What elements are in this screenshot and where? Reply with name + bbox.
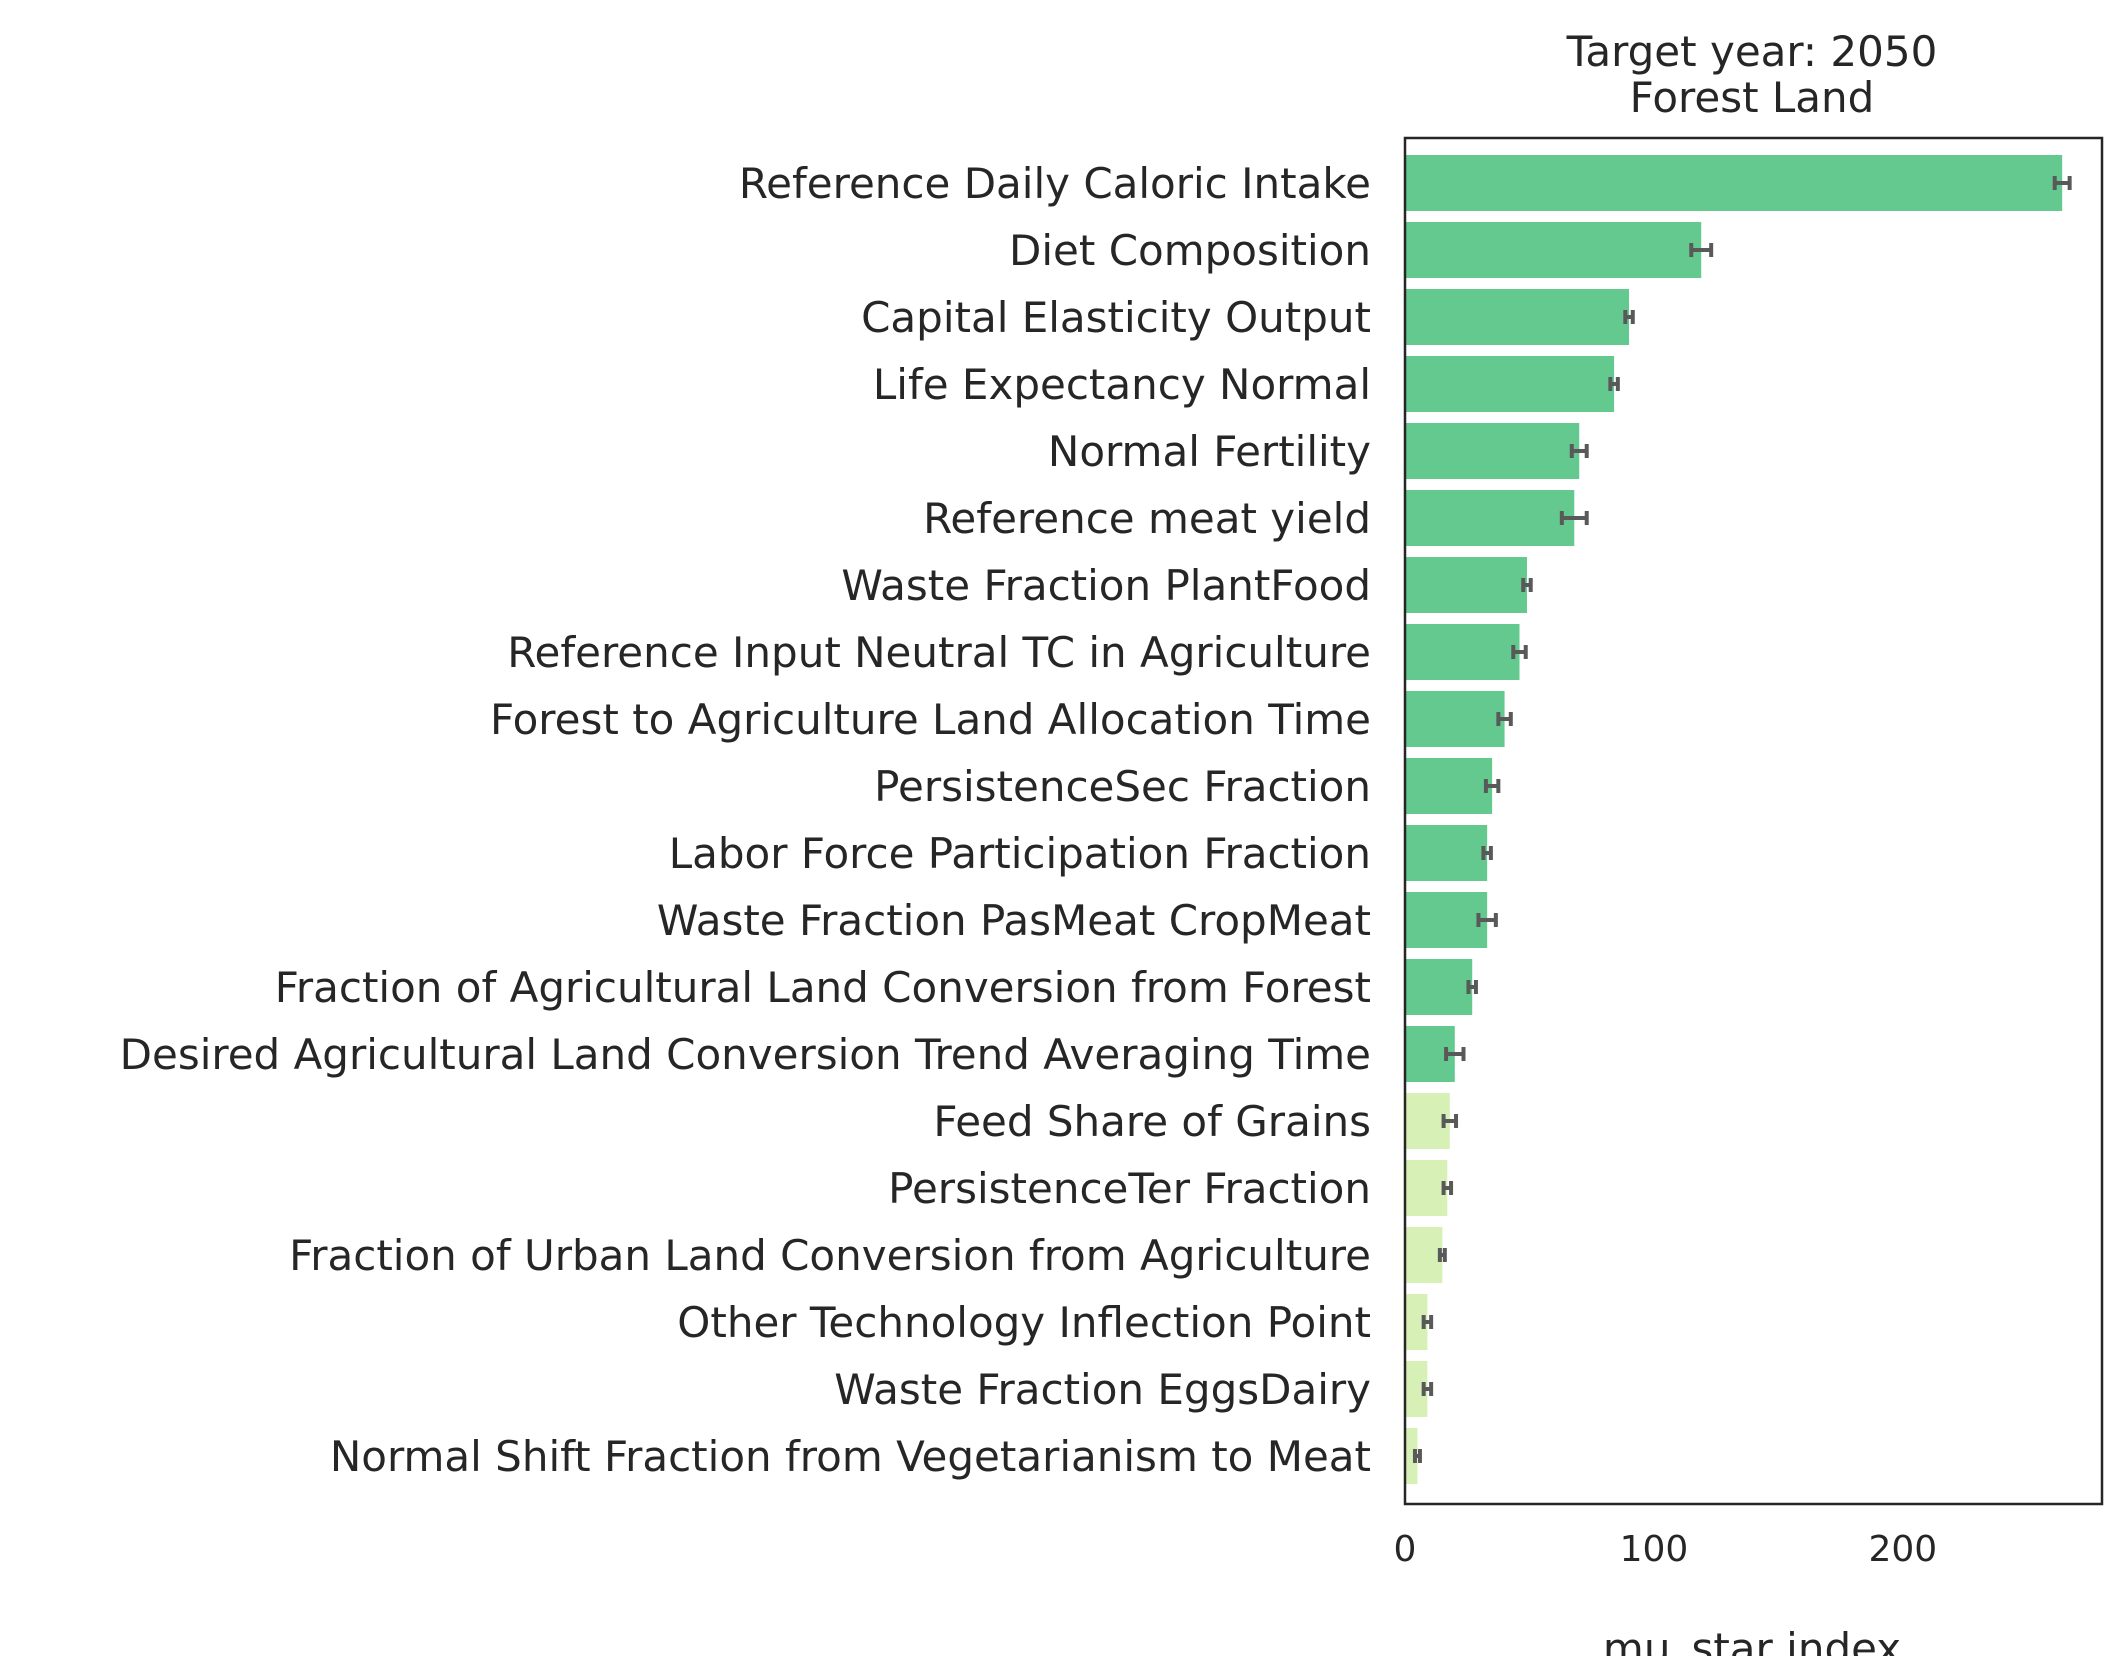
category-label: Forest to Agriculture Land Allocation Ti… — [490, 695, 1371, 744]
error-bar — [1421, 1315, 1434, 1329]
bar — [1405, 892, 1488, 948]
error-bar — [1476, 913, 1498, 927]
error-bar — [1521, 578, 1533, 592]
category-label: Other Technology Inflection Point — [677, 1298, 1371, 1347]
error-bar — [1444, 1047, 1466, 1061]
category-label: Reference Input Neutral TC in Agricultur… — [507, 628, 1371, 677]
category-label: Feed Share of Grains — [933, 1097, 1371, 1146]
category-label: Waste Fraction PasMeat CropMeat — [657, 896, 1371, 945]
bars-group — [1405, 155, 2063, 1484]
category-label: Labor Force Participation Fraction — [669, 829, 1371, 878]
bar — [1405, 1160, 1448, 1216]
category-label: Waste Fraction PlantFood — [841, 561, 1371, 610]
bar — [1405, 222, 1702, 278]
error-bar — [1623, 310, 1635, 324]
bar — [1405, 1294, 1428, 1350]
bar — [1405, 1428, 1418, 1484]
plot-frame — [1403, 136, 2104, 1506]
x-tick-label: 0 — [1394, 1529, 1417, 1570]
error-bar — [1496, 712, 1513, 726]
chart-subtitle: Forest Land — [1630, 73, 1875, 122]
category-label: Reference Daily Caloric Intake — [739, 159, 1371, 208]
category-label: Fraction of Agricultural Land Conversion… — [275, 963, 1371, 1012]
error-bar — [1559, 511, 1589, 525]
category-label: Capital Elasticity Output — [861, 293, 1371, 342]
error-bar — [1441, 1181, 1454, 1195]
bar — [1405, 155, 2063, 211]
x-axis-title: mu_star index — [1603, 1624, 1901, 1656]
error-bar — [1483, 779, 1501, 793]
category-label: PersistenceTer Fraction — [888, 1164, 1371, 1213]
category-labels-group: Reference Daily Caloric Intake Diet Compo… — [120, 159, 1371, 1481]
error-bar — [1437, 1248, 1447, 1262]
error-bar — [1412, 1449, 1422, 1463]
bar — [1405, 691, 1505, 747]
error-bar — [1569, 444, 1589, 458]
category-label: PersistenceSec Fraction — [874, 762, 1371, 811]
error-bar — [1481, 846, 1493, 860]
error-bar — [1608, 377, 1620, 391]
bar — [1405, 825, 1488, 881]
bar — [1405, 959, 1473, 1015]
bar — [1405, 1227, 1443, 1283]
x-tick-label: 200 — [1868, 1529, 1937, 1570]
error-bar — [1511, 645, 1528, 659]
category-label: Fraction of Urban Land Conversion from A… — [289, 1231, 1371, 1280]
error-bar — [1466, 980, 1478, 994]
category-label: Normal Shift Fraction from Vegetarianism… — [330, 1432, 1371, 1481]
bar — [1405, 490, 1575, 546]
x-tick-label: 100 — [1620, 1529, 1689, 1570]
category-label: Life Expectancy Normal — [873, 360, 1371, 409]
bar — [1405, 356, 1615, 412]
chart-title: Target year: 2050 — [1566, 27, 1938, 76]
category-label: Desired Agricultural Land Conversion Tre… — [120, 1030, 1371, 1079]
category-label: Waste Fraction EggsDairy — [834, 1365, 1371, 1414]
bar — [1405, 289, 1630, 345]
bar — [1405, 557, 1527, 613]
bar — [1405, 1361, 1428, 1417]
bar — [1405, 758, 1493, 814]
category-label: Diet Composition — [1009, 226, 1371, 275]
error-bar — [1689, 243, 1714, 257]
error-bar — [1441, 1114, 1459, 1128]
error-bars-group — [1412, 176, 2072, 1463]
bar — [1405, 423, 1580, 479]
error-bar — [2052, 176, 2072, 190]
x-ticks-group: 0 100 200 — [1394, 1529, 1938, 1570]
category-label: Normal Fertility — [1048, 427, 1371, 476]
error-bar — [1421, 1382, 1434, 1396]
category-label: Reference meat yield — [923, 494, 1371, 543]
bar — [1405, 624, 1520, 680]
